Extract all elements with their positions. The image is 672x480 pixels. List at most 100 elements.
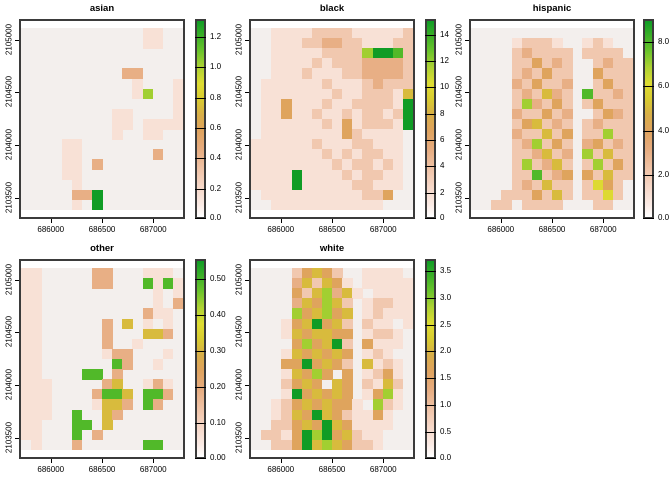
raster-cell (392, 58, 404, 69)
raster-cell (271, 129, 282, 140)
raster-cell (352, 429, 363, 441)
legend-tick (643, 130, 654, 132)
raster-cell (21, 429, 32, 441)
raster-cell (332, 88, 343, 100)
raster-cell (352, 28, 363, 39)
raster-cell (622, 68, 633, 80)
raster-cell (271, 169, 282, 181)
raster-cell (531, 189, 543, 201)
x-tick (280, 459, 282, 463)
plot-box (19, 259, 185, 459)
raster-cell (152, 278, 164, 289)
raster-cell (342, 88, 353, 100)
raster-cell (362, 38, 373, 49)
raster-cell (352, 169, 363, 181)
raster-cell (602, 189, 614, 201)
raster-cell (311, 318, 323, 330)
raster-cell (152, 38, 164, 49)
legend-tick (425, 61, 436, 63)
raster-cell (531, 58, 543, 69)
raster-cell (311, 409, 323, 421)
raster-cell (372, 389, 384, 400)
raster-cell (291, 399, 303, 411)
raster-cell (372, 328, 384, 340)
raster-cell (552, 38, 563, 49)
raster-cell (281, 88, 292, 100)
raster-cell (392, 149, 404, 160)
raster-cell (291, 439, 303, 451)
raster-cell (342, 288, 353, 299)
raster-cell (612, 189, 624, 201)
raster-cell (142, 399, 154, 411)
raster-cell (392, 359, 404, 370)
raster-cell (511, 149, 523, 160)
raster-cell (552, 129, 563, 140)
raster-cell (132, 338, 143, 350)
raster-cell (21, 369, 32, 380)
raster-cell (271, 159, 282, 171)
raster-cell (102, 268, 113, 279)
raster-cell (352, 78, 363, 90)
raster-cell (281, 108, 292, 120)
raster-cell (102, 278, 113, 289)
legend-tick-label: 0.40 (210, 310, 226, 320)
raster-cell (311, 399, 323, 411)
raster-cell (162, 268, 174, 279)
raster-cell (172, 98, 183, 110)
raster-cell (372, 88, 384, 100)
y-tick-label: 2103500 (454, 181, 464, 213)
raster-cell (582, 88, 593, 100)
raster-cell (362, 308, 373, 320)
raster-cell (31, 379, 42, 390)
legend-tick-label: 1.0 (210, 62, 222, 72)
legend-tick-label: 4.0 (658, 125, 670, 135)
raster-cell (372, 429, 384, 441)
raster-cell (402, 48, 413, 59)
raster-cell (531, 48, 543, 59)
raster-cell (511, 129, 523, 140)
raster-cell (332, 58, 343, 69)
raster-cell (21, 338, 32, 350)
raster-cell (372, 139, 384, 150)
legend-tick-label: 0.30 (210, 346, 226, 356)
raster-cell (372, 439, 384, 451)
raster-cell (362, 179, 373, 191)
raster-cell (321, 429, 333, 441)
raster-cell (321, 318, 333, 330)
raster-cell (342, 179, 353, 191)
raster-cell (311, 189, 323, 201)
raster-cell (332, 119, 343, 130)
raster-cell (321, 58, 333, 69)
raster-cell (152, 439, 164, 451)
raster-cell (31, 338, 42, 350)
raster-cell (382, 139, 394, 150)
raster-cell (301, 169, 313, 181)
raster-cell (531, 38, 543, 49)
raster-cell (382, 38, 394, 49)
raster-cell (592, 179, 604, 191)
raster-cell (562, 88, 573, 100)
raster-cell (362, 98, 373, 110)
raster-cell (301, 429, 313, 441)
raster-cell (372, 159, 384, 171)
raster-cell (541, 169, 553, 181)
raster-cell (402, 38, 413, 49)
raster-cell (271, 88, 282, 100)
legend-tick-label: 0 (440, 213, 445, 222)
raster-cell (281, 328, 292, 340)
legend-tick-label: 0.0 (210, 213, 222, 222)
raster-cell (342, 298, 353, 309)
raster-cell (112, 399, 123, 411)
panel-title: white (319, 243, 345, 254)
raster-cell (21, 328, 32, 340)
raster-cell (342, 419, 353, 431)
raster-cell (291, 199, 303, 211)
raster-cell (392, 268, 404, 279)
raster-cell (281, 348, 292, 360)
raster-cell (132, 88, 143, 100)
x-tick-label: 687000 (589, 225, 617, 234)
raster-cell (21, 268, 32, 279)
raster-cell (142, 379, 154, 390)
legend-tick (425, 405, 436, 407)
raster-cell (321, 348, 333, 360)
